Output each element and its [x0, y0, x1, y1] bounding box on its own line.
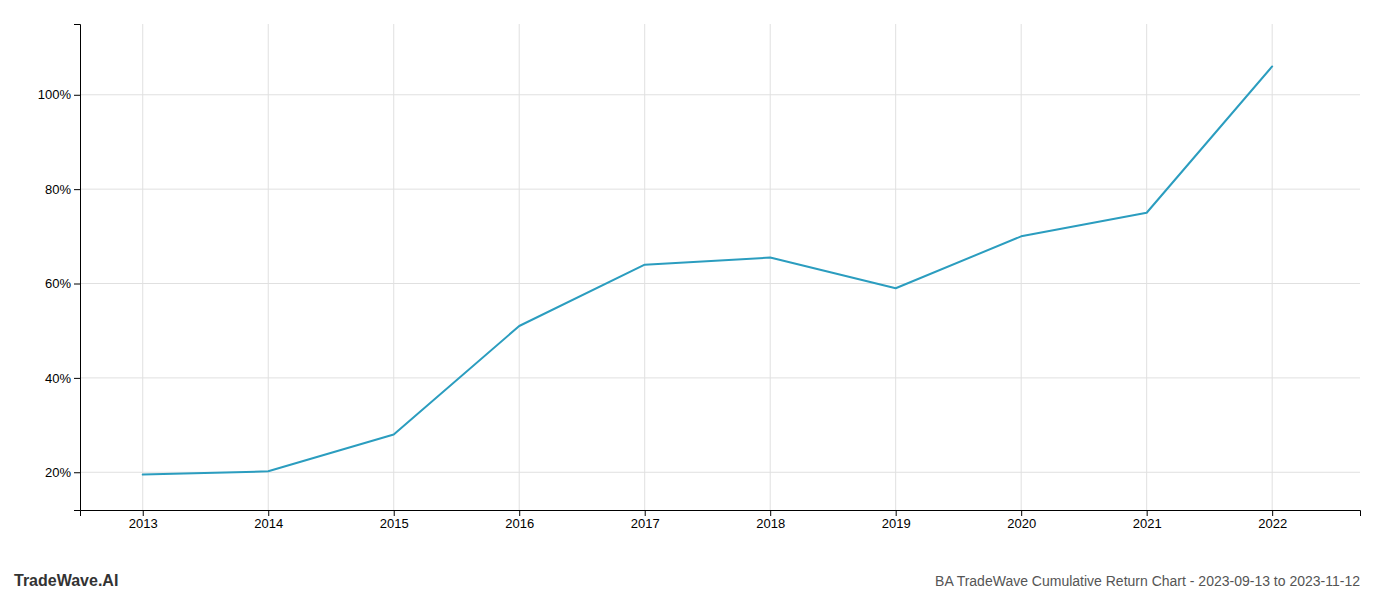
- grid-line-x: [644, 24, 645, 510]
- x-tick-mark: [896, 510, 897, 516]
- chart: 2013 2014 2015 2016 2017 2018 2019 2020 2021 2022…: [0, 0, 1400, 600]
- title: BA TradeWave Cumulative Return Chart - 2…: [935, 573, 1360, 589]
- grid-line-x: [1021, 24, 1022, 510]
- y-tick: 40%: [45, 371, 80, 386]
- y-tick: 20%: [45, 465, 80, 480]
- y-tick-label: 100%: [38, 87, 72, 102]
- y-tick-label: 60%: [45, 276, 71, 291]
- grid-line-x: [519, 24, 520, 510]
- x-tick-label: 2020: [1007, 516, 1036, 531]
- x-tick-mark: [770, 510, 771, 516]
- grid: [80, 24, 1360, 510]
- x-tick: 2020: [1007, 510, 1036, 531]
- y-tick-label: 40%: [45, 371, 71, 386]
- y-tick-mark: [74, 378, 80, 379]
- y-axis-line: [74, 25, 81, 511]
- x-tick: 2013: [129, 510, 158, 531]
- marks: [143, 66, 1272, 474]
- grid-line-x: [770, 24, 771, 510]
- x-tick: 2014: [254, 510, 283, 531]
- grid-line-x: [393, 24, 394, 510]
- x-tick-mark: [143, 510, 144, 516]
- grid-line-x: [142, 24, 143, 510]
- x-tick-label: 2019: [882, 516, 911, 531]
- x-tick: 2021: [1133, 510, 1162, 531]
- x-tick-label: 2018: [756, 516, 785, 531]
- x-tick: 2019: [882, 510, 911, 531]
- x-tick: 2016: [505, 510, 534, 531]
- x-tick-label: 2016: [505, 516, 534, 531]
- x-tick-mark: [268, 510, 269, 516]
- x-tick: 2015: [380, 510, 409, 531]
- x-tick-mark: [519, 510, 520, 516]
- x-tick: 2017: [631, 510, 660, 531]
- x-tick-label: 2014: [254, 516, 283, 531]
- grid-line-x: [268, 24, 269, 510]
- x-tick-mark: [1272, 510, 1273, 516]
- x-axis: 2013 2014 2015 2016 2017 2018 2019 2020 2021 2022: [81, 510, 1361, 531]
- x-tick-label: 2021: [1133, 516, 1162, 531]
- line: [143, 66, 1272, 474]
- grid-line-y: [80, 94, 1360, 95]
- grid-line-y: [80, 377, 1360, 378]
- y-tick-mark: [74, 284, 80, 285]
- x-tick-label: 2017: [631, 516, 660, 531]
- grid-line-y: [80, 283, 1360, 284]
- y-tick: 60%: [45, 276, 80, 291]
- x-tick-mark: [394, 510, 395, 516]
- grid-line-y: [80, 472, 1360, 473]
- y-tick-mark: [74, 189, 80, 190]
- x-tick-mark: [1147, 510, 1148, 516]
- y-tick-label: 80%: [45, 182, 71, 197]
- y-tick-label: 20%: [45, 465, 71, 480]
- grid-line-x: [895, 24, 896, 510]
- x-tick: 2022: [1258, 510, 1287, 531]
- x-tick-label: 2015: [380, 516, 409, 531]
- plot-area: 2013 2014 2015 2016 2017 2018 2019 2020 2021 2022…: [38, 24, 1361, 531]
- y-tick-mark: [74, 95, 80, 96]
- watermark: TradeWave.AI: [14, 572, 118, 589]
- x-tick-mark: [645, 510, 646, 516]
- x-tick-label: 2013: [129, 516, 158, 531]
- x-tick: 2018: [756, 510, 785, 531]
- y-axis: 20% 40% 60% 80% 100%: [38, 25, 81, 511]
- chart-container: 2013 2014 2015 2016 2017 2018 2019 2020 2021 2022…: [0, 0, 1400, 600]
- x-axis-line: [81, 511, 1361, 517]
- grid-line-x: [1146, 24, 1147, 510]
- y-tick-mark: [74, 472, 80, 473]
- x-tick-mark: [1021, 510, 1022, 516]
- y-tick: 80%: [45, 182, 80, 197]
- y-tick: 100%: [38, 87, 80, 102]
- x-tick-label: 2022: [1258, 516, 1287, 531]
- grid-line-x: [1272, 24, 1273, 510]
